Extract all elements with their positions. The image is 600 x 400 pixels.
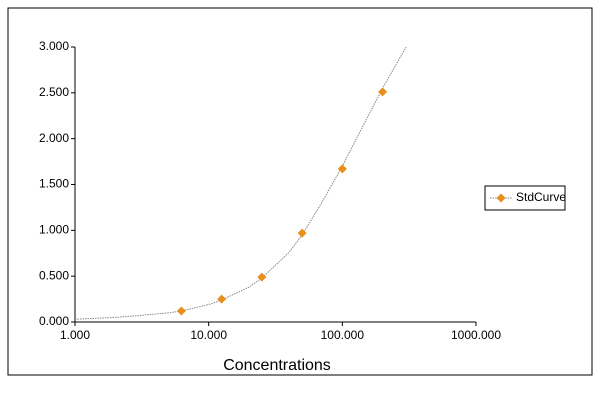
data-point xyxy=(257,272,267,282)
data-point xyxy=(176,306,186,316)
x-tick-label: 10.000 xyxy=(190,328,227,342)
y-tick-label: 2.000 xyxy=(39,131,69,145)
legend-label: StdCurve xyxy=(516,190,566,204)
data-point xyxy=(297,228,307,238)
data-point xyxy=(217,294,227,304)
y-tick-label: 0.500 xyxy=(39,268,69,282)
y-tick-label: 3.000 xyxy=(39,39,69,53)
x-axis-title: Concentrations xyxy=(223,357,331,374)
fit-curve xyxy=(74,46,407,320)
x-tick-label: 1.000 xyxy=(60,328,90,342)
chart-frame xyxy=(7,7,593,376)
y-tick-label: 0.000 xyxy=(39,314,69,328)
data-point xyxy=(337,164,347,174)
x-tick-label: 100.000 xyxy=(321,328,365,342)
y-tick-label: 1.500 xyxy=(39,177,69,191)
y-tick-label: 2.500 xyxy=(39,85,69,99)
y-tick-label: 1.000 xyxy=(39,223,69,237)
legend-marker xyxy=(496,193,506,203)
x-tick-label: 1000.000 xyxy=(451,328,501,342)
data-point xyxy=(378,87,388,97)
